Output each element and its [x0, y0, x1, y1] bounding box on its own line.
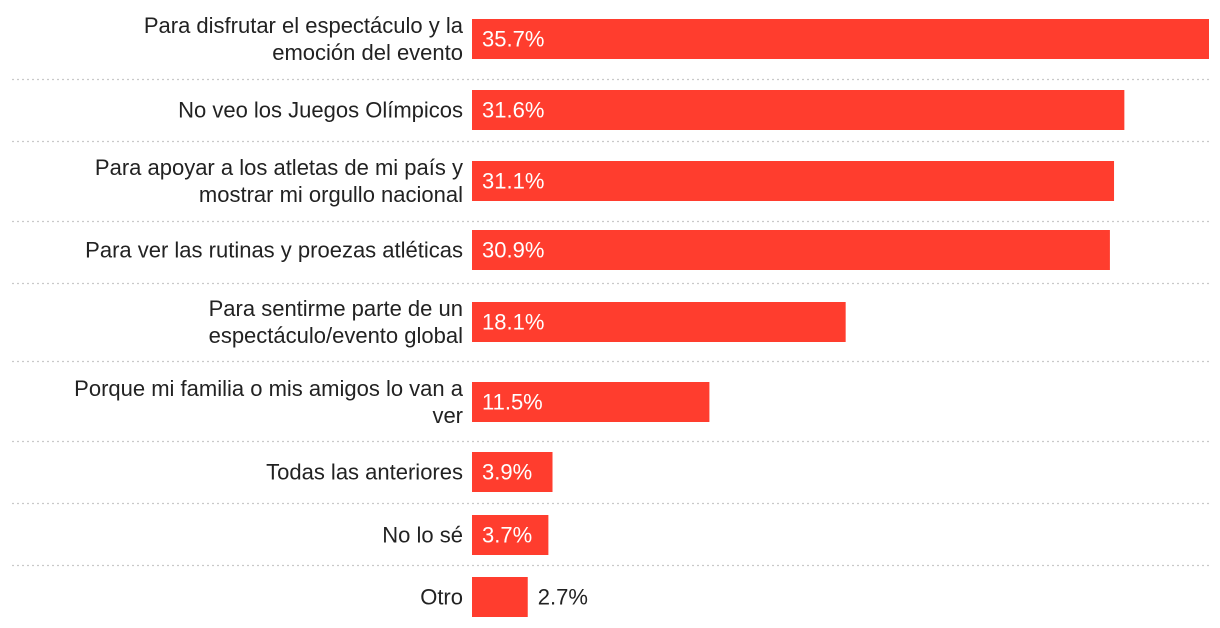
category-label-line: ver	[432, 403, 463, 428]
category-label: Otro	[420, 585, 463, 610]
category-label-line: espectáculo/evento global	[209, 323, 463, 348]
value-labels: 35.7% 31.6% 31.1% 30.9% 18.1% 11.5% 3.9% 3.7% 2.…	[482, 27, 588, 610]
category-label: No lo sé	[382, 523, 463, 548]
row-separators	[12, 78, 1212, 567]
category-label-line: Para disfrutar el espectáculo y la	[144, 13, 464, 38]
bar	[472, 382, 710, 422]
category-label-line: Porque mi familia o mis amigos lo van a	[74, 376, 464, 401]
value-label: 2.7%	[538, 585, 588, 610]
value-label: 31.6%	[482, 98, 544, 123]
value-label: 30.9%	[482, 238, 544, 263]
value-label: 11.5%	[482, 390, 543, 415]
bar	[472, 452, 553, 492]
category-label: Para sentirme parte de un espectáculo/eve…	[209, 296, 463, 348]
category-label-line: Para apoyar a los atletas de mi país y	[95, 155, 463, 180]
value-label: 35.7%	[482, 27, 544, 52]
value-label: 3.7%	[482, 523, 532, 548]
bar	[472, 230, 1110, 270]
bar	[472, 302, 846, 342]
category-label-line: emoción del evento	[272, 40, 463, 65]
category-label-line: No lo sé	[382, 523, 463, 548]
value-label: 18.1%	[482, 310, 544, 335]
category-label: No veo los Juegos Olímpicos	[178, 98, 463, 123]
value-label: 31.1%	[482, 169, 544, 194]
category-label: Para ver las rutinas y proezas atléticas	[85, 238, 463, 263]
category-label: Todas las anteriores	[266, 460, 463, 485]
category-label: Para apoyar a los atletas de mi país y mo…	[95, 155, 463, 207]
bar	[472, 90, 1125, 130]
bar	[472, 515, 549, 555]
category-label-line: Otro	[420, 585, 463, 610]
bar	[472, 577, 528, 617]
bar	[472, 161, 1115, 201]
bar	[472, 19, 1209, 59]
category-label-line: Para sentirme parte de un	[209, 296, 463, 321]
category-label: Para disfrutar el espectáculo y la emoció…	[144, 13, 464, 65]
category-label-line: Para ver las rutinas y proezas atléticas	[85, 238, 463, 263]
value-label: 3.9%	[482, 460, 532, 485]
category-label-line: mostrar mi orgullo nacional	[199, 182, 463, 207]
category-label-line: Todas las anteriores	[266, 460, 463, 485]
category-labels: Para disfrutar el espectáculo y la emoció…	[74, 13, 464, 610]
category-label-line: No veo los Juegos Olímpicos	[178, 98, 463, 123]
bars	[472, 19, 1209, 617]
